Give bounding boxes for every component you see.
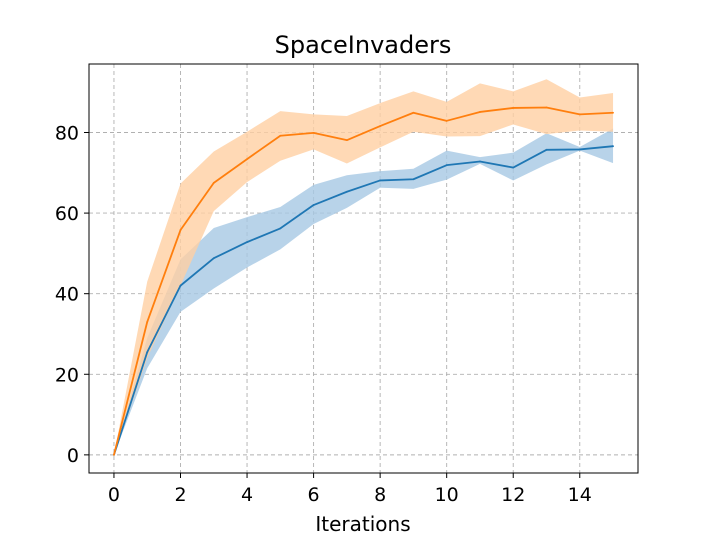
series-2-point [113, 453, 115, 456]
x-tick-label: 4 [241, 484, 253, 506]
y-tick-label: 40 [55, 284, 79, 306]
y-tick-label: 60 [55, 203, 79, 225]
series-lines [113, 106, 614, 456]
series-1-point [545, 148, 548, 151]
x-tick-label: 6 [308, 484, 320, 506]
series-2-point [146, 320, 149, 323]
series-2-point [212, 181, 215, 184]
y-tick-label: 80 [55, 123, 79, 145]
series-2-point [612, 111, 614, 114]
series-1-point [246, 241, 248, 244]
series-1-point [512, 166, 515, 169]
series-1-point [345, 190, 348, 193]
series-1-point [312, 204, 315, 206]
series-2-point [479, 111, 481, 113]
series-1-point [612, 145, 614, 148]
series-1-point [379, 179, 382, 182]
plot-frame [88, 63, 639, 474]
y-tick-label: 0 [67, 445, 79, 467]
series-2-point [412, 111, 415, 114]
series-2-point [445, 119, 448, 122]
x-tick-label: 10 [435, 484, 459, 506]
series-1-point [212, 257, 215, 260]
series-2-point [512, 107, 515, 109]
series-1-point [479, 160, 481, 163]
series-2-line [113, 106, 614, 456]
series-1-line [113, 145, 614, 456]
series-2-point [179, 229, 182, 231]
x-tick-label: 2 [174, 484, 186, 506]
x-tick-label: 14 [568, 484, 592, 506]
series-2-point [312, 132, 315, 134]
series-2-point [545, 106, 548, 109]
series-1-point [279, 227, 282, 230]
x-tick-label: 0 [108, 484, 120, 506]
series-1-point [412, 178, 415, 181]
x-tick-label: 8 [374, 484, 386, 506]
series-1-point [179, 284, 182, 287]
series-1-band [113, 128, 614, 455]
series-2-point [246, 158, 248, 160]
chart-title: SpaceInvaders [275, 31, 452, 59]
series-2-band [113, 79, 614, 455]
x-axis-label: Iterations [315, 512, 410, 536]
series-1-point [578, 148, 581, 151]
series-2-point [578, 113, 581, 116]
series-2-point [379, 125, 382, 127]
y-tick-label: 20 [55, 364, 79, 386]
series-2-point [279, 134, 282, 137]
x-tick-label: 12 [501, 484, 525, 506]
series-2-point [345, 139, 348, 142]
series-1-point [146, 351, 149, 354]
confidence-bands [113, 79, 614, 455]
axis-ticks: 0 2 4 6 8 10 12 14 0 20 40 60 80 [55, 123, 592, 506]
series-1-point [445, 164, 448, 167]
